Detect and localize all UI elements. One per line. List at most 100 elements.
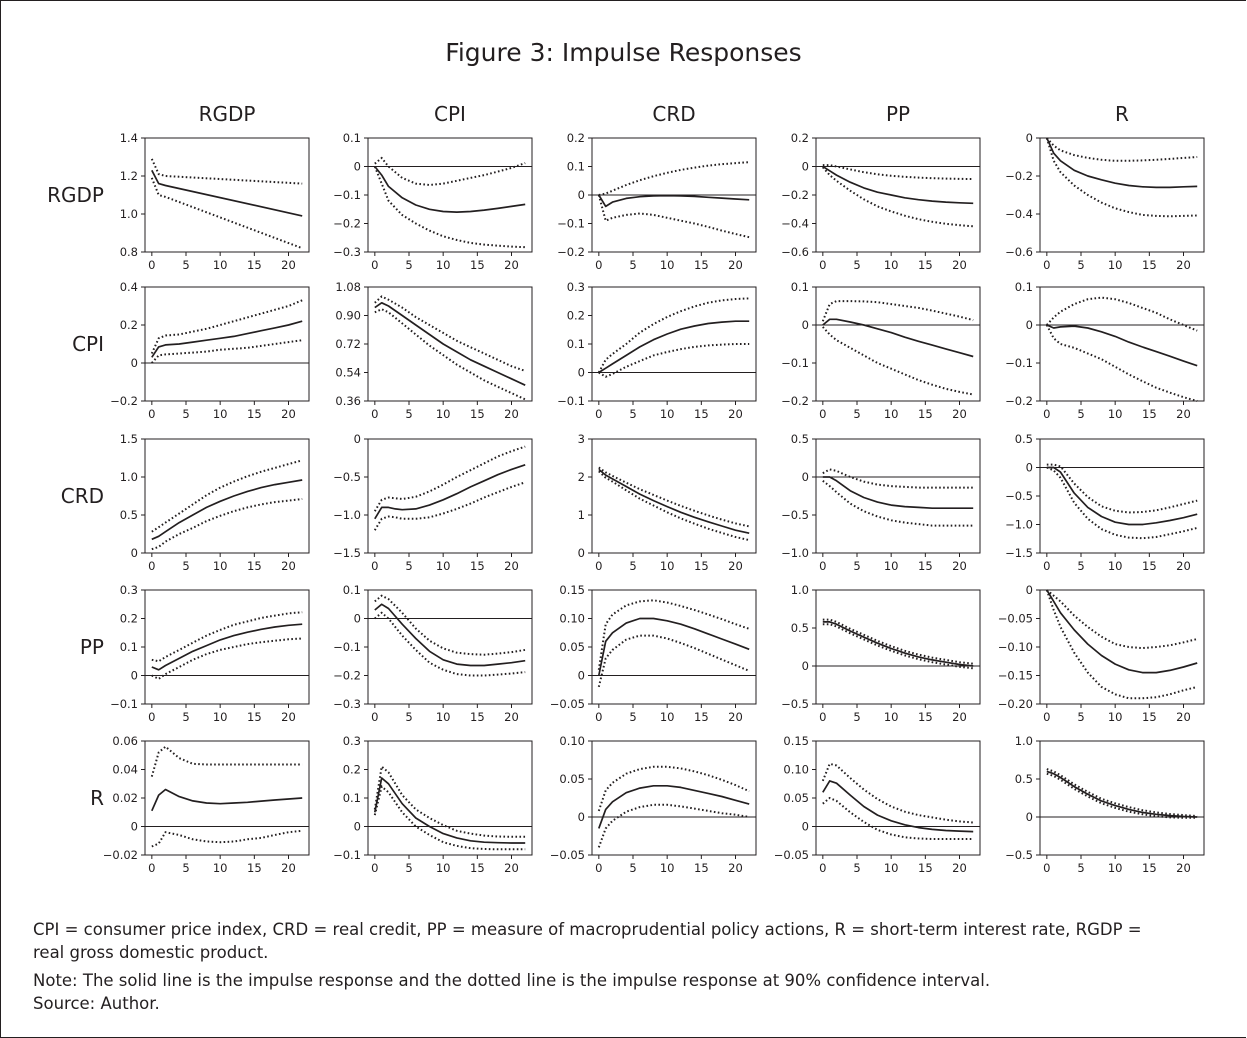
- x-tick-label-pp-cpi: 15: [470, 710, 485, 724]
- y-tick-label-r-pp: 0: [802, 820, 809, 834]
- panel-rgdp-rgdp: [144, 137, 310, 253]
- source-text: Source: Author.: [33, 994, 160, 1013]
- y-tick-label-crd-r: 0: [1026, 461, 1033, 475]
- x-tick-label-pp-pp: 15: [918, 710, 933, 724]
- x-tick-label-crd-crd: 20: [728, 559, 743, 573]
- y-tick-label-r-cpi: 0.3: [343, 734, 361, 748]
- x-tick-label-cpi-cpi: 5: [405, 407, 412, 421]
- y-tick-label-crd-pp: −0.5: [781, 508, 809, 522]
- x-tick-label-crd-rgdp: 5: [182, 559, 189, 573]
- x-tick-label-cpi-crd: 15: [694, 407, 709, 421]
- panel-r-r: [1039, 740, 1205, 856]
- x-tick-label-cpi-cpi: 0: [371, 407, 378, 421]
- x-tick-label-pp-pp: 20: [952, 710, 967, 724]
- y-tick-label-cpi-crd: 0.2: [567, 309, 585, 323]
- row-header-pp: PP: [80, 635, 104, 659]
- x-tick-label-pp-r: 10: [1108, 710, 1123, 724]
- x-tick-label-r-pp: 20: [952, 861, 967, 875]
- y-tick-label-cpi-pp: −0.2: [781, 394, 809, 408]
- x-tick-label-pp-pp: 5: [853, 710, 860, 724]
- response-line-rgdp-cpi: [374, 165, 526, 213]
- upper-band-line-r-r: [1046, 768, 1198, 818]
- y-tick-label-crd-crd: 1: [578, 508, 585, 522]
- y-tick-label-cpi-rgdp: −0.2: [110, 394, 138, 408]
- y-tick-label-cpi-pp: 0: [802, 318, 809, 332]
- y-tick-label-cpi-cpi: 0.54: [335, 366, 361, 380]
- row-header-cpi: CPI: [72, 332, 104, 356]
- lower-band-line-r-rgdp: [151, 829, 303, 848]
- y-tick-label-pp-crd: 0.10: [559, 612, 585, 626]
- y-tick-label-rgdp-crd: −0.1: [557, 217, 585, 231]
- y-tick-label-rgdp-r: −0.2: [1005, 169, 1033, 183]
- panel-pp-rgdp: [144, 589, 310, 705]
- x-tick-label-r-cpi: 15: [470, 861, 485, 875]
- y-tick-label-cpi-crd: −0.1: [557, 394, 585, 408]
- y-tick-label-pp-r: −0.10: [998, 640, 1033, 654]
- x-tick-label-rgdp-r: 15: [1142, 258, 1157, 272]
- lower-band-line-crd-pp: [822, 480, 974, 527]
- response-line-r-pp: [822, 780, 974, 833]
- x-tick-label-rgdp-r: 20: [1176, 258, 1191, 272]
- y-tick-label-crd-cpi: −0.5: [333, 470, 361, 484]
- panel-crd-crd: [591, 438, 757, 554]
- y-tick-label-crd-crd: 0: [578, 546, 585, 560]
- x-tick-label-crd-crd: 10: [660, 559, 675, 573]
- x-tick-label-rgdp-crd: 10: [660, 258, 675, 272]
- panel-cpi-rgdp: [144, 286, 310, 402]
- y-tick-label-r-rgdp: 0: [131, 820, 138, 834]
- y-tick-label-rgdp-crd: 0.2: [567, 131, 585, 145]
- y-tick-label-pp-rgdp: −0.1: [110, 697, 138, 711]
- y-tick-label-rgdp-pp: −0.6: [781, 245, 809, 259]
- x-tick-label-rgdp-pp: 10: [884, 258, 899, 272]
- panel-cpi-cpi: [367, 286, 533, 402]
- panel-crd-cpi: [367, 438, 533, 554]
- panel-r-crd: [591, 740, 757, 856]
- y-tick-label-r-rgdp: 0.04: [112, 763, 138, 777]
- y-tick-label-r-crd: 0: [578, 810, 585, 824]
- x-tick-label-crd-crd: 5: [629, 559, 636, 573]
- upper-band-line-r-pp: [821, 762, 974, 824]
- y-tick-label-crd-crd: 3: [578, 432, 585, 446]
- y-tick-label-cpi-rgdp: 0: [131, 356, 138, 370]
- upper-band-line-crd-pp: [822, 468, 974, 489]
- x-tick-label-cpi-r: 20: [1176, 407, 1191, 421]
- x-tick-label-r-rgdp: 15: [247, 861, 262, 875]
- y-tick-label-cpi-rgdp: 0.2: [120, 318, 138, 332]
- upper-band-line-pp-crd: [597, 599, 750, 670]
- lower-band-line-pp-pp: [822, 623, 974, 670]
- panel-r-pp: [815, 740, 981, 856]
- panel-rgdp-cpi: [367, 137, 533, 253]
- x-tick-label-rgdp-rgdp: 0: [148, 258, 155, 272]
- y-tick-label-pp-crd: 0: [578, 669, 585, 683]
- x-tick-label-crd-pp: 0: [819, 559, 826, 573]
- x-tick-label-cpi-r: 0: [1043, 407, 1050, 421]
- x-tick-label-r-rgdp: 0: [148, 861, 155, 875]
- x-tick-label-rgdp-cpi: 15: [470, 258, 485, 272]
- lower-band-line-r-r: [1046, 772, 1198, 819]
- x-tick-label-r-rgdp: 5: [182, 861, 189, 875]
- y-tick-label-r-cpi: 0.2: [343, 763, 361, 777]
- response-line-cpi-r: [1046, 324, 1198, 367]
- lower-band-line-cpi-r: [1045, 324, 1198, 402]
- x-tick-label-rgdp-pp: 0: [819, 258, 826, 272]
- y-tick-label-crd-crd: 2: [578, 470, 585, 484]
- x-tick-label-cpi-rgdp: 5: [182, 407, 189, 421]
- x-tick-label-pp-cpi: 10: [436, 710, 451, 724]
- x-tick-label-rgdp-crd: 0: [595, 258, 602, 272]
- x-tick-label-r-pp: 10: [884, 861, 899, 875]
- x-tick-label-crd-r: 10: [1108, 559, 1123, 573]
- upper-band-line-pp-r: [1046, 589, 1198, 650]
- x-tick-label-cpi-r: 5: [1077, 407, 1084, 421]
- x-tick-label-rgdp-cpi: 5: [405, 258, 412, 272]
- x-tick-label-cpi-pp: 0: [819, 407, 826, 421]
- x-tick-label-cpi-rgdp: 10: [213, 407, 228, 421]
- y-tick-label-rgdp-rgdp: 1.0: [120, 207, 138, 221]
- y-tick-label-r-crd: −0.05: [550, 848, 585, 862]
- y-tick-label-crd-pp: −1.0: [781, 546, 809, 560]
- x-tick-label-rgdp-pp: 20: [952, 258, 967, 272]
- x-tick-label-cpi-rgdp: 15: [247, 407, 262, 421]
- lower-band-line-r-cpi: [373, 784, 526, 851]
- y-tick-label-cpi-crd: 0.3: [567, 280, 585, 294]
- abbreviations-line-1: CPI = consumer price index, CRD = real c…: [33, 920, 1142, 939]
- y-tick-label-rgdp-r: −0.6: [1005, 245, 1033, 259]
